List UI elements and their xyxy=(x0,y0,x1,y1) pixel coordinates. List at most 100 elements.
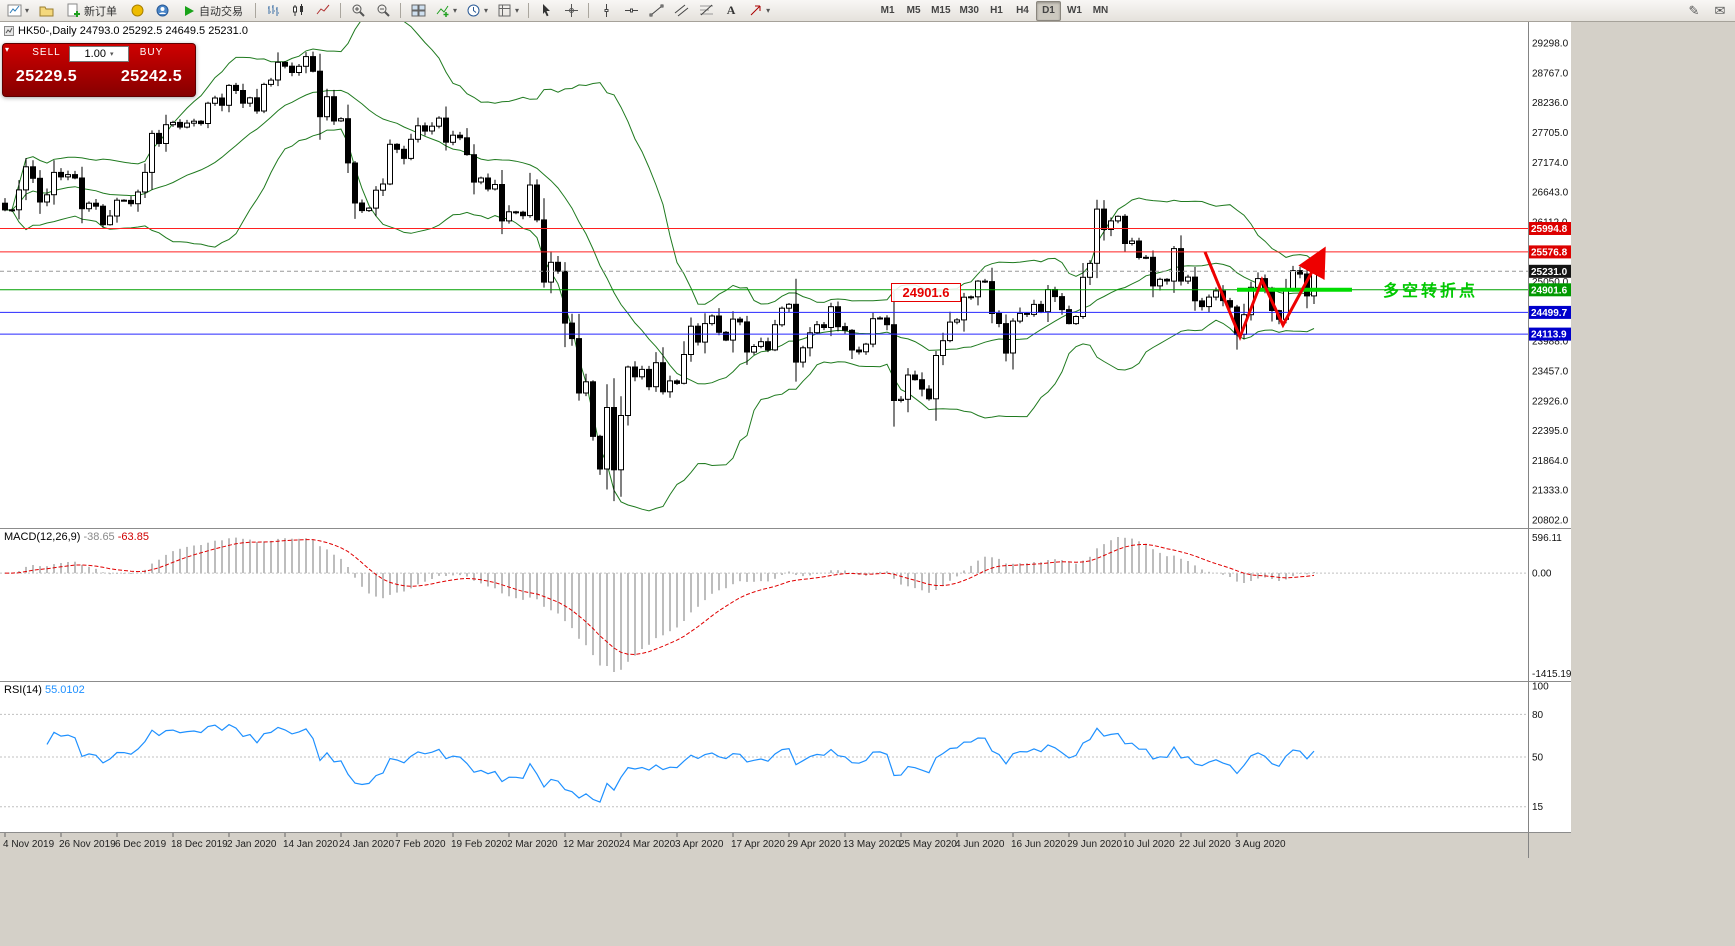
new-chart-button[interactable]: ▾ xyxy=(3,1,33,21)
svg-text:23457.0: 23457.0 xyxy=(1532,366,1569,377)
svg-text:19 Feb 2020: 19 Feb 2020 xyxy=(451,839,508,850)
mql5-icon xyxy=(131,4,144,17)
one-click-trading-panel: ▾ SELL 25229.5 BUY 25242.5 1.00 ▾ xyxy=(2,43,196,97)
svg-text:26 Nov 2019: 26 Nov 2019 xyxy=(59,839,116,850)
toolbar-separator xyxy=(400,3,402,18)
rsi-value: 55.0102 xyxy=(44,684,85,696)
fibonacci-icon xyxy=(699,4,713,16)
svg-text:-1415.19: -1415.19 xyxy=(1532,669,1571,680)
channel-icon xyxy=(674,4,688,17)
tf-d1-button[interactable]: D1 xyxy=(1035,0,1061,21)
zoom-in-button[interactable] xyxy=(346,1,370,21)
periods-button[interactable]: ▾ xyxy=(462,1,492,21)
svg-text:50: 50 xyxy=(1532,753,1544,764)
svg-text:24113.9: 24113.9 xyxy=(1531,330,1567,341)
autotrading-button[interactable]: 自动交易 xyxy=(175,1,250,21)
svg-text:0.00: 0.00 xyxy=(1532,569,1552,580)
horizontal-line-icon xyxy=(624,8,638,13)
trendline-button[interactable] xyxy=(644,1,668,21)
new-order-label: 新订单 xyxy=(84,5,118,18)
rsi-label: RSI(14) 55.0102 xyxy=(4,684,85,696)
autotrading-label: 自动交易 xyxy=(199,5,244,18)
toolbar-separator xyxy=(255,3,257,18)
svg-text:25994.8: 25994.8 xyxy=(1531,224,1568,235)
chevron-down-icon: ▾ xyxy=(453,5,458,15)
turning-point-text[interactable]: 多空转折点 xyxy=(1383,283,1479,300)
one-click-collapse-caret[interactable]: ▾ xyxy=(5,45,10,54)
chart-bars-button[interactable] xyxy=(261,1,285,21)
svg-text:16 Jun 2020: 16 Jun 2020 xyxy=(1011,839,1066,850)
volume-dropdown-caret[interactable]: ▾ xyxy=(109,50,114,58)
cursor-arrow-icon xyxy=(542,4,550,17)
chevron-down-icon: ▾ xyxy=(515,5,520,15)
tf-mn-button[interactable]: MN xyxy=(1088,1,1113,21)
chart-canvas[interactable]: 29298.0 28767.0 28236.0 27705.0 27174.0 26643… xyxy=(0,22,1571,858)
svg-text:6 Dec 2019: 6 Dec 2019 xyxy=(115,839,167,850)
chevron-down-icon: ▾ xyxy=(25,5,30,15)
draw-pencil-button[interactable]: ✎ xyxy=(1682,1,1706,21)
text-tool-button[interactable]: A xyxy=(719,1,743,21)
macd-main-value: -38.65 xyxy=(83,531,115,543)
chart-title: HK50-,Daily 24793.0 25292.5 24649.5 2523… xyxy=(4,25,248,37)
tf-m15-button[interactable]: M15 xyxy=(927,1,954,21)
sell-price: 25229.5 xyxy=(15,68,78,85)
clock-icon xyxy=(467,4,480,17)
envelope-icon: ✉ xyxy=(1714,3,1726,18)
fibonacci-button[interactable] xyxy=(694,1,718,21)
zoom-in-icon xyxy=(352,4,365,17)
tf-m5-button[interactable]: M5 xyxy=(901,1,926,21)
price-callout-box[interactable]: 24901.6 xyxy=(891,283,961,302)
svg-text:3 Aug 2020: 3 Aug 2020 xyxy=(1235,839,1286,850)
buy-button[interactable]: BUY 25242.5 xyxy=(108,43,196,97)
crosshair-button[interactable] xyxy=(559,1,583,21)
volume-input[interactable]: 1.00 ▾ xyxy=(69,46,129,62)
svg-text:24499.7: 24499.7 xyxy=(1531,308,1568,319)
profiles-button[interactable] xyxy=(34,1,58,21)
profiles-folder-icon xyxy=(39,6,54,17)
svg-text:12 Mar 2020: 12 Mar 2020 xyxy=(563,839,620,850)
horizontal-line-button[interactable] xyxy=(619,1,643,21)
chart-window: 29298.0 28767.0 28236.0 27705.0 27174.0 26643… xyxy=(0,22,1571,858)
toolbar-separator xyxy=(588,3,590,18)
tf-w1-button[interactable]: W1 xyxy=(1062,1,1087,21)
svg-text:24 Jan 2020: 24 Jan 2020 xyxy=(339,839,394,850)
indicators-icon xyxy=(436,5,449,17)
toolbar-separator xyxy=(340,3,342,18)
svg-text:596.11: 596.11 xyxy=(1532,533,1562,544)
tile-windows-icon xyxy=(411,4,426,17)
macd-signal-value: -63.85 xyxy=(117,531,149,543)
svg-text:29 Jun 2020: 29 Jun 2020 xyxy=(1067,839,1122,850)
chart-line-button[interactable] xyxy=(311,1,335,21)
svg-text:28767.0: 28767.0 xyxy=(1532,68,1569,79)
svg-text:2 Mar 2020: 2 Mar 2020 xyxy=(507,839,558,850)
tf-m1-button[interactable]: M1 xyxy=(875,1,900,21)
community-button[interactable] xyxy=(150,1,174,21)
arrows-tool-button[interactable]: ▾ xyxy=(744,1,774,21)
svg-text:100: 100 xyxy=(1532,682,1549,693)
new-order-button[interactable]: 新订单 xyxy=(59,1,124,21)
mql5-button[interactable] xyxy=(125,1,149,21)
template-grid-icon xyxy=(498,4,511,17)
svg-text:29298.0: 29298.0 xyxy=(1532,39,1569,50)
svg-text:24 Mar 2020: 24 Mar 2020 xyxy=(619,839,676,850)
message-button[interactable]: ✉ xyxy=(1708,1,1732,21)
sell-label: SELL xyxy=(32,47,61,58)
zoom-out-button[interactable] xyxy=(371,1,395,21)
time-axis[interactable] xyxy=(0,832,1528,858)
channel-button[interactable] xyxy=(669,1,693,21)
tf-h1-button[interactable]: H1 xyxy=(984,1,1009,21)
pencil-icon: ✎ xyxy=(1688,3,1700,18)
templates-button[interactable]: ▾ xyxy=(493,1,523,21)
tf-m30-button[interactable]: M30 xyxy=(956,1,983,21)
vertical-line-button[interactable] xyxy=(594,1,618,21)
svg-text:24901.6: 24901.6 xyxy=(1531,285,1568,296)
svg-text:27174.0: 27174.0 xyxy=(1532,158,1569,169)
chart-candles-button[interactable] xyxy=(286,1,310,21)
indicators-button[interactable]: ▾ xyxy=(431,1,461,21)
tile-windows-button[interactable] xyxy=(406,1,430,21)
cursor-button[interactable] xyxy=(534,1,558,21)
tf-h4-button[interactable]: H4 xyxy=(1010,1,1035,21)
svg-text:25050.0: 25050.0 xyxy=(1532,277,1569,288)
price-axis[interactable] xyxy=(1527,22,1570,832)
svg-text:80: 80 xyxy=(1532,710,1544,721)
